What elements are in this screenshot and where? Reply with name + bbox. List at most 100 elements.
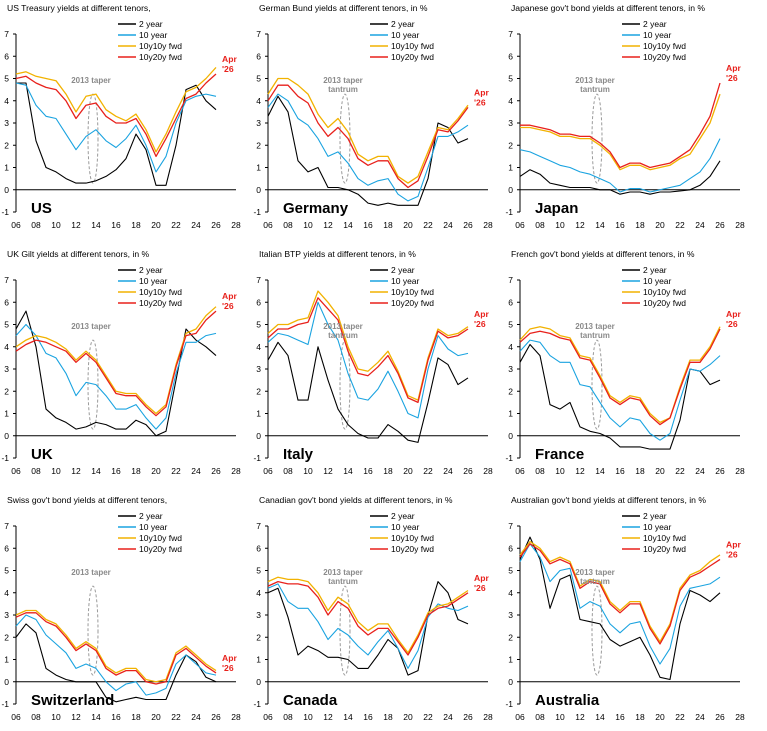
x-tick-label: 22 (423, 466, 433, 476)
x-tick-label: 22 (171, 220, 181, 230)
y-tick-label: 1 (508, 163, 513, 173)
end-label-year: '26 (222, 663, 234, 673)
x-tick-label: 08 (283, 466, 293, 476)
y-tick-label: -1 (1, 453, 9, 463)
y-tick-label: 0 (508, 677, 513, 687)
x-tick-label: 12 (71, 220, 81, 230)
x-tick-label: 16 (111, 466, 121, 476)
series-line-10y10y-fwd (519, 540, 721, 643)
series-line-10-year (15, 82, 217, 173)
end-label-year: '26 (726, 73, 738, 83)
chart-title: Swiss gov't bond yields at different ten… (7, 495, 167, 505)
end-label: Apr (474, 309, 489, 319)
y-tick-label: 5 (508, 320, 513, 330)
x-tick-label: 18 (131, 466, 141, 476)
x-tick-label: 22 (423, 712, 433, 722)
x-tick-label: 18 (383, 220, 393, 230)
x-tick-label: 14 (91, 466, 101, 476)
series-line-10y20y-fwd (15, 310, 217, 417)
end-label: Apr (222, 653, 237, 663)
end-label-year: '26 (726, 319, 738, 329)
y-tick-label: 4 (256, 342, 261, 352)
x-tick-label: 14 (343, 220, 353, 230)
y-tick-label: -1 (253, 453, 261, 463)
legend-label: 10 year (391, 276, 420, 286)
x-tick-label: 14 (595, 220, 605, 230)
x-tick-label: 08 (535, 466, 545, 476)
x-tick-label: 24 (443, 220, 453, 230)
x-tick-label: 14 (595, 712, 605, 722)
taper-ellipse (87, 93, 99, 184)
x-tick-label: 16 (615, 712, 625, 722)
x-tick-label: 10 (555, 466, 565, 476)
x-tick-label: 08 (535, 712, 545, 722)
x-tick-label: 28 (231, 466, 241, 476)
x-tick-label: 26 (463, 220, 473, 230)
y-tick-label: 1 (508, 655, 513, 665)
x-tick-label: 08 (535, 220, 545, 230)
annotation-label: 2013 taper (71, 568, 111, 577)
country-label: UK (31, 446, 53, 463)
y-tick-label: 5 (256, 566, 261, 576)
series-line-10-year (15, 614, 217, 696)
series-line-10-year (267, 301, 469, 419)
series-line-10y10y-fwd (267, 290, 469, 401)
x-tick-label: 08 (283, 712, 293, 722)
series-line-2-year (15, 310, 217, 437)
y-tick-label: 0 (256, 431, 261, 441)
x-tick-label: 28 (483, 712, 493, 722)
legend-label: 10 year (139, 30, 168, 40)
x-tick-label: 06 (515, 220, 525, 230)
taper-ellipse (87, 585, 99, 676)
chart-title: German Bund yields at different tenors, … (259, 3, 428, 13)
x-tick-label: 24 (695, 712, 705, 722)
annotation-label: 2013 taper (575, 322, 615, 331)
y-tick-label: 1 (256, 655, 261, 665)
chart-panel-australia: Australian gov't bond yields at differen… (505, 495, 745, 722)
chart-panel-switzerland: Swiss gov't bond yields at different ten… (1, 495, 241, 722)
y-tick-label: 3 (256, 118, 261, 128)
x-tick-label: 10 (51, 712, 61, 722)
legend-label: 10y20y fwd (391, 298, 434, 308)
chart-panel-france: French gov't bond yields at different te… (505, 249, 745, 476)
x-tick-label: 12 (323, 220, 333, 230)
series-line-2-year (519, 343, 721, 450)
x-tick-label: 26 (211, 712, 221, 722)
x-tick-label: 16 (111, 220, 121, 230)
y-tick-label: 3 (4, 364, 9, 374)
x-tick-label: 14 (343, 466, 353, 476)
end-label-year: '26 (222, 64, 234, 74)
y-tick-label: 2 (256, 140, 261, 150)
x-tick-label: 26 (715, 712, 725, 722)
series-line-10y10y-fwd (15, 609, 217, 683)
country-label: Japan (535, 200, 578, 217)
x-tick-label: 16 (363, 712, 373, 722)
y-tick-label: 2 (508, 632, 513, 642)
y-tick-label: 4 (4, 342, 9, 352)
x-tick-label: 12 (323, 466, 333, 476)
legend-label: 2 year (391, 19, 415, 29)
x-tick-label: 24 (191, 220, 201, 230)
y-tick-label: 2 (4, 632, 9, 642)
y-tick-label: -1 (505, 207, 513, 217)
y-tick-label: 7 (508, 29, 513, 39)
annotation-label-2: tantrum (580, 85, 610, 94)
annotation-label: 2013 taper (323, 568, 363, 577)
x-tick-label: 20 (655, 220, 665, 230)
annotation-label: 2013 taper (71, 76, 111, 85)
x-tick-label: 26 (715, 220, 725, 230)
y-tick-label: 4 (508, 342, 513, 352)
x-tick-label: 06 (263, 466, 273, 476)
chart-title: UK Gilt yields at different tenors, in % (7, 249, 150, 259)
x-tick-label: 18 (635, 220, 645, 230)
legend-label: 10y10y fwd (643, 41, 686, 51)
legend-label: 10 year (643, 522, 672, 532)
chart-panel-canada: Canadian gov't bond yields at different … (253, 495, 493, 722)
legend-label: 10y20y fwd (643, 52, 686, 62)
y-tick-label: 4 (256, 588, 261, 598)
end-label: Apr (222, 54, 237, 64)
x-tick-label: 26 (463, 466, 473, 476)
x-tick-label: 08 (31, 712, 41, 722)
